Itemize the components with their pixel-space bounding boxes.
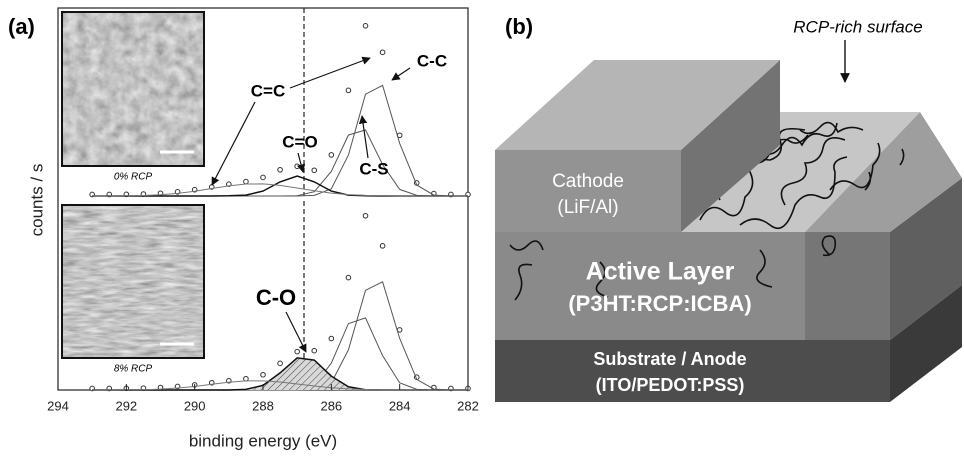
data-point xyxy=(277,360,283,367)
data-point xyxy=(345,274,352,281)
y-axis-label: counts / s xyxy=(27,164,46,237)
panel-label: (a) xyxy=(8,14,35,39)
x-tick-label: 292 xyxy=(115,398,137,413)
rcp-surface xyxy=(681,112,920,232)
micrograph-border xyxy=(61,204,205,359)
data-point xyxy=(362,212,369,219)
cathode-side xyxy=(681,60,780,232)
data-point xyxy=(243,375,249,382)
peak-arrow xyxy=(391,67,411,81)
cathode-top xyxy=(495,60,780,150)
peak-arrow xyxy=(285,311,307,353)
data-point xyxy=(260,174,266,181)
peak-label: C-O xyxy=(256,285,296,310)
peak-label: C=O xyxy=(282,132,317,151)
data-point xyxy=(311,167,318,174)
peak-area xyxy=(92,357,469,390)
xps-plot: 0% RCP C-C C-S C=O C=C counts / s 8% RCP C-O 294… xyxy=(27,8,479,450)
inset-label: 0% RCP xyxy=(114,172,153,183)
x-axis-label: binding energy (eV) xyxy=(189,431,337,450)
data-point xyxy=(294,163,300,170)
x-tick-label: 286 xyxy=(320,398,342,413)
data-point xyxy=(328,152,335,158)
data-point xyxy=(260,371,266,378)
cathode-front xyxy=(495,150,681,232)
data-point xyxy=(345,87,352,94)
fit-component xyxy=(92,183,468,197)
data-point xyxy=(277,166,283,173)
substrate-side xyxy=(890,285,962,402)
data-point xyxy=(294,348,300,355)
data-point xyxy=(379,49,386,56)
peak-label: C-C xyxy=(417,51,447,70)
micrograph xyxy=(61,204,205,359)
device-diagram: (b) Cathode (LiF/Al) xyxy=(495,14,962,402)
peak-label: C=C xyxy=(251,81,285,100)
data-point xyxy=(311,347,318,354)
data-point xyxy=(379,243,386,249)
cathode-label: Cathode xyxy=(552,171,624,192)
data-point xyxy=(362,23,369,29)
x-tick-label: 290 xyxy=(184,398,206,413)
cathode-material: (LiF/Al) xyxy=(557,197,618,218)
active-front-shade xyxy=(805,232,890,340)
peak-label: C-S xyxy=(359,159,388,178)
peak-arrow xyxy=(297,152,306,173)
peak-arrow xyxy=(289,56,371,89)
substrate-front xyxy=(495,340,890,402)
x-tick-label: 284 xyxy=(389,398,411,413)
x-tick-label: 288 xyxy=(252,398,274,413)
x-tick-label: 294 xyxy=(47,398,69,413)
peak-arrow xyxy=(211,101,256,186)
x-tick-label: 282 xyxy=(457,398,479,413)
substrate-material: (ITO/PEDOT:PSS) xyxy=(596,375,745,395)
data-point xyxy=(328,335,335,342)
active-label: Active Layer xyxy=(586,258,735,286)
active-material: (P3HT:RCP:ICBA) xyxy=(568,291,751,316)
peak-arrow xyxy=(358,115,369,159)
micrograph xyxy=(61,11,205,167)
inset-label: 8% RCP xyxy=(114,364,153,375)
active-top-edge xyxy=(805,112,962,232)
surface-label: RCP-rich surface xyxy=(793,17,922,36)
panel-label: (b) xyxy=(505,14,533,39)
micrograph-border xyxy=(61,11,205,167)
fit-component xyxy=(92,380,468,391)
substrate-label: Substrate / Anode xyxy=(593,349,746,369)
data-point xyxy=(243,178,249,185)
